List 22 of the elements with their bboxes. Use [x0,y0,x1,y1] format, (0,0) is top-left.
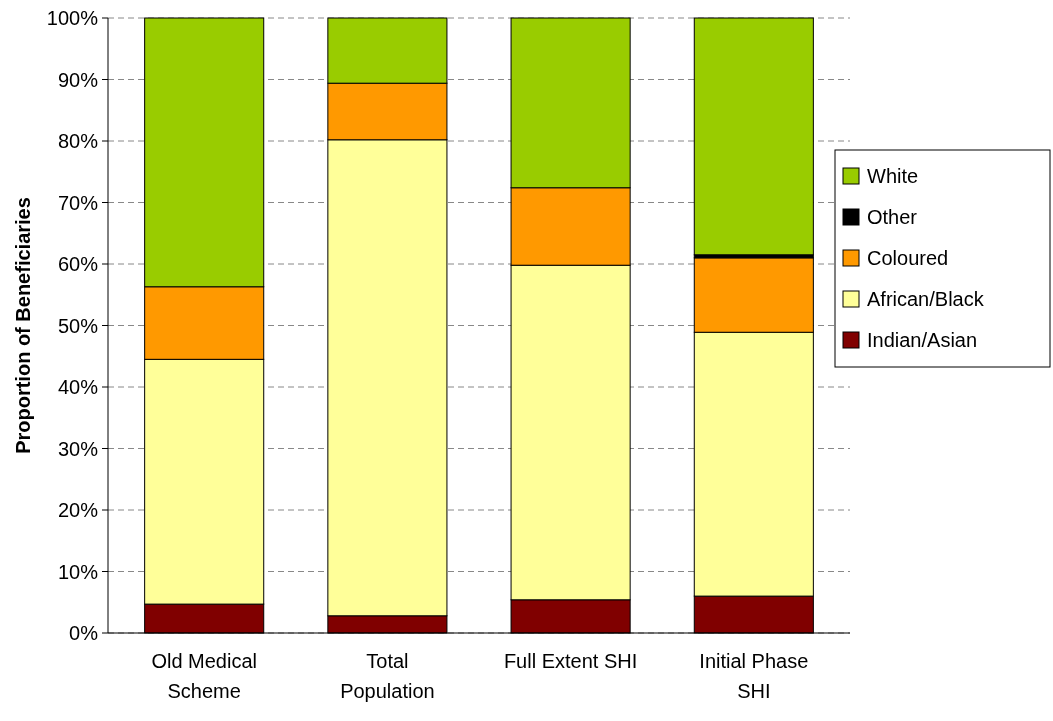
x-tick-label: Total Population [340,650,435,702]
x-tick-label: Initial Phase SHI [699,650,809,702]
legend-label: African/Black [867,288,985,310]
y-axis-title: Proportion of Beneficiaries [12,197,34,454]
legend-label: Other [867,206,918,228]
y-tick-label: 10% [57,560,99,583]
y-tick-label: 20% [57,499,99,521]
legend-label: Coloured [867,247,949,269]
y-tick-label: 0% [69,622,99,644]
y-tick-label: 100% [46,7,99,29]
bar [693,17,814,256]
x-tick-label: Old Medical Scheme [151,650,257,702]
y-tick-label: 70% [57,191,99,214]
y-tick-label: 60% [57,253,99,275]
x-tick-label: Full Extent SHI [503,650,638,672]
y-tick-label: 40% [57,376,99,398]
y-tick-label: 50% [57,314,99,337]
legend-label: Indian/Asian [867,329,978,351]
y-tick-label: 80% [57,130,99,152]
legend-label: White [867,165,919,187]
y-tick-label: 30% [57,437,99,460]
y-tick-label: 90% [57,68,99,91]
